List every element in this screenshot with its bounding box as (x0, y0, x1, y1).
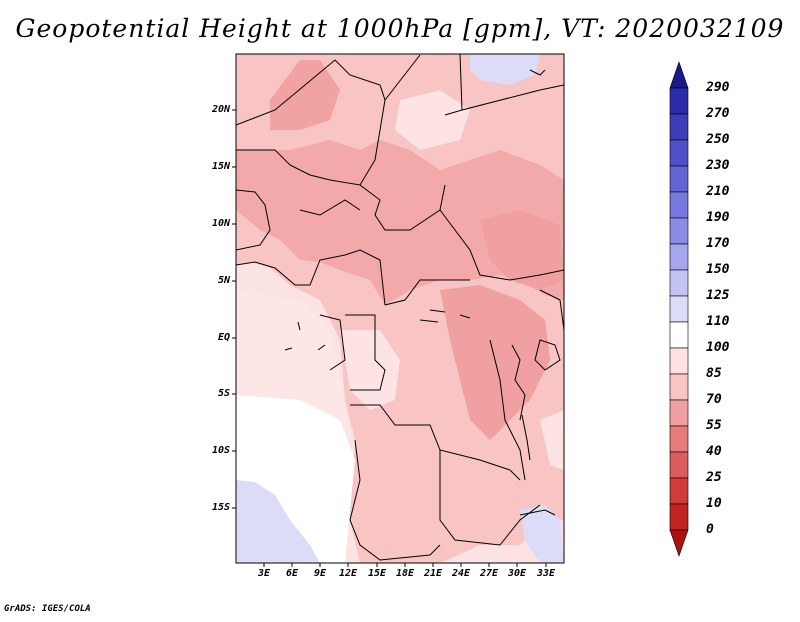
colorbar-label: 250 (706, 132, 730, 147)
lat-label: 20N (211, 104, 230, 115)
lat-label: 5S (217, 388, 230, 399)
lat-label: EQ (217, 332, 230, 343)
colorbar-label: 55 (706, 418, 722, 433)
lat-label: 5N (217, 275, 230, 286)
lon-label: 3E (257, 568, 271, 579)
lon-label: 15E (367, 568, 387, 579)
colorbar-label: 25 (706, 470, 722, 485)
country-borders (236, 54, 564, 561)
lon-label: 6E (285, 568, 299, 579)
colorbar-label: 270 (706, 106, 730, 121)
colorbar-label: 190 (706, 210, 730, 225)
colorbar-label: 10 (706, 496, 722, 511)
lat-label: 15N (211, 161, 230, 172)
lat-label: 10S (211, 445, 230, 456)
colorbar-label: 85 (706, 366, 722, 381)
colorbar-label: 0 (706, 522, 714, 537)
lat-label: 10N (211, 218, 230, 229)
footer-credit: GrADS: IGES/COLA (4, 604, 91, 614)
colorbar-bottom-arrow (669, 529, 689, 557)
colorbar-label: 40 (706, 444, 722, 459)
lon-label: 12E (338, 568, 358, 579)
lon-label: 24E (451, 568, 471, 579)
colorbar-label: 125 (706, 288, 730, 303)
colorbar-label: 110 (706, 314, 730, 329)
colorbar-label: 290 (706, 80, 730, 95)
colorbar-label: 210 (706, 184, 730, 199)
lon-label: 21E (423, 568, 443, 579)
lon-label: 27E (479, 568, 499, 579)
colorbar (669, 61, 689, 557)
colorbar-label: 230 (706, 158, 730, 173)
colorbar-label: 170 (706, 236, 730, 251)
colorbar-label: 70 (706, 392, 722, 407)
map-frame (235, 53, 565, 564)
colorbar-top-arrow (669, 61, 689, 89)
lon-label: 9E (313, 568, 327, 579)
colorbar-label: 150 (706, 262, 730, 277)
map-title: Geopotential Height at 1000hPa [gpm], VT… (15, 14, 785, 43)
axis-ticks (232, 109, 547, 567)
shaded-field (236, 54, 564, 563)
colorbar-label: 100 (706, 340, 730, 355)
lon-label: 18E (395, 568, 415, 579)
lat-label: 15S (211, 502, 230, 513)
lon-label: 30E (507, 568, 527, 579)
lon-label: 33E (536, 568, 556, 579)
